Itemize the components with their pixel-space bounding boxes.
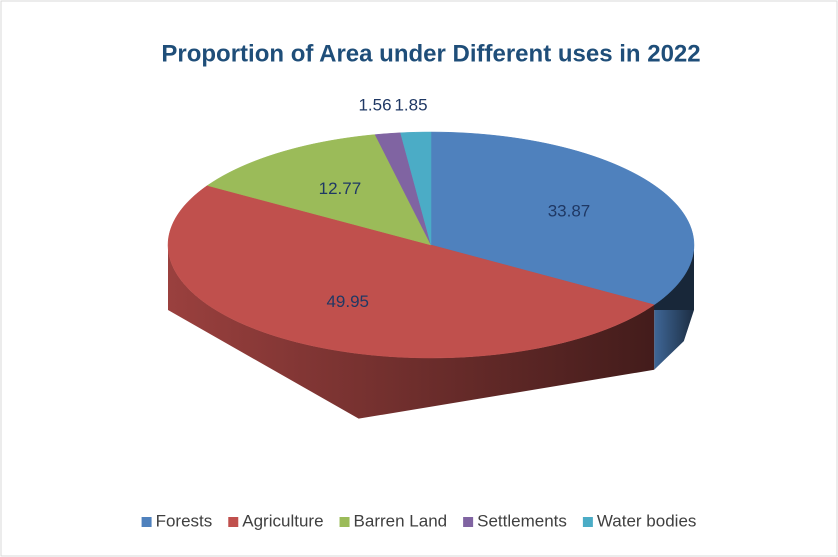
- value-label: 1.85: [394, 95, 427, 114]
- legend-swatch: [141, 517, 152, 527]
- pie-tops: [167, 131, 695, 359]
- chart-title: Proportion of Area under Different uses …: [161, 40, 700, 67]
- pie-slice: [430, 131, 695, 306]
- legend-swatch: [228, 517, 239, 527]
- legend-label: Barren Land: [354, 511, 448, 530]
- legend-label: Settlements: [477, 511, 567, 530]
- value-label: 12.77: [319, 179, 362, 198]
- legend-swatch: [582, 517, 593, 527]
- value-label: 33.87: [548, 202, 591, 221]
- legend-swatch: [463, 517, 474, 527]
- value-label: 49.95: [326, 292, 369, 311]
- legend-label: Agriculture: [242, 511, 323, 530]
- legend-label: Forests: [156, 511, 213, 530]
- legend-label: Water bodies: [597, 511, 697, 530]
- pie-slice: [400, 131, 432, 246]
- pie-side: [168, 245, 655, 419]
- pie-slice: [167, 185, 655, 359]
- value-label: 1.56: [358, 95, 391, 114]
- legend-swatch: [339, 517, 350, 527]
- pie-slice: [206, 134, 432, 246]
